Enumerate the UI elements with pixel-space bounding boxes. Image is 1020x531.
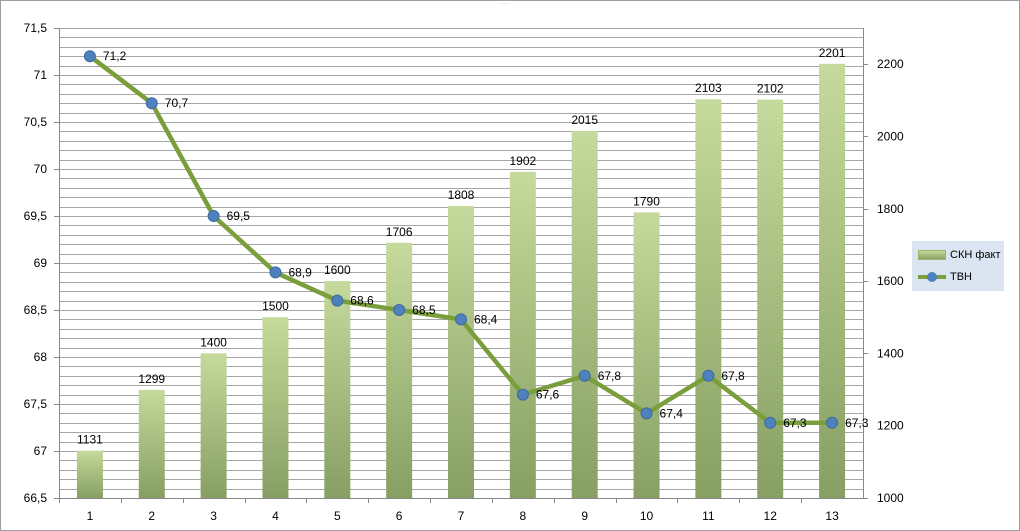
line-value-label: 67,3 <box>845 416 869 430</box>
right-tick-label: 1000 <box>877 491 904 505</box>
bar <box>138 389 165 498</box>
right-tick-label: 1800 <box>877 202 904 216</box>
legend-line-label: ТВН <box>950 271 972 283</box>
line-point <box>269 266 282 279</box>
line-value-label: 71,2 <box>103 49 127 63</box>
line-point <box>578 369 591 382</box>
line-series <box>83 50 839 429</box>
line-point <box>516 388 529 401</box>
line-value-label: 67,4 <box>660 406 684 420</box>
legend: СКН факт ТВН <box>912 241 1004 291</box>
bar-value-label: 1400 <box>200 335 227 349</box>
x-tick-label: 13 <box>825 509 839 523</box>
line-value-label: 68,9 <box>288 265 312 279</box>
bar-value-label: 1808 <box>448 188 475 202</box>
line-value-label: 70,7 <box>165 96 189 110</box>
x-tick-label: 5 <box>334 509 341 523</box>
bar-value-label: 1790 <box>633 194 660 208</box>
line-point <box>393 304 406 316</box>
x-tick-label: 2 <box>148 509 155 523</box>
bar <box>324 281 351 498</box>
x-tick-label: 4 <box>272 509 279 523</box>
legend-bar-label: СКН факт <box>950 249 1001 261</box>
left-tick-label: 71,5 <box>24 21 48 35</box>
bar <box>448 205 474 498</box>
bar <box>633 212 660 498</box>
line-point <box>640 407 653 420</box>
x-tick-label: 1 <box>87 509 94 523</box>
bar-value-label: 1500 <box>262 299 289 313</box>
legend-item-line: ТВН <box>918 267 972 287</box>
line-point <box>455 313 467 326</box>
right-tick-label: 1400 <box>877 346 904 360</box>
bar <box>819 63 846 499</box>
right-tick-label: 1200 <box>877 419 904 433</box>
line-point <box>331 294 344 307</box>
x-tick-label: 10 <box>640 509 654 523</box>
bar-value-label: 2201 <box>819 46 846 60</box>
right-tick-label: 2000 <box>877 129 904 143</box>
bar <box>262 317 289 498</box>
right-tick-label: 2200 <box>877 57 904 71</box>
line-point <box>207 210 220 222</box>
line-point <box>702 369 715 382</box>
line-point <box>83 50 96 63</box>
bar-value-label: 1131 <box>77 433 103 447</box>
bar <box>695 99 722 498</box>
bar <box>200 353 227 498</box>
line-value-label: 67,3 <box>783 416 807 430</box>
left-tick-label: 69 <box>34 256 48 270</box>
x-tick-label: 7 <box>458 509 465 523</box>
left-tick-label: 68,5 <box>24 303 48 317</box>
left-tick-label: 71 <box>34 68 48 82</box>
x-tick-label: 12 <box>764 509 778 523</box>
bar-value-label: 2102 <box>757 82 784 96</box>
bar-value-label: 1902 <box>509 154 536 168</box>
legend-line-swatch <box>918 272 946 282</box>
line-value-label: 68,6 <box>350 294 374 308</box>
left-tick-label: 68 <box>34 350 48 364</box>
line-value-label: 67,8 <box>598 369 622 383</box>
resize-grip-top[interactable]: ···· <box>501 1 509 7</box>
line-value-label: 67,6 <box>536 388 560 402</box>
x-tick-label: 9 <box>581 509 588 523</box>
bar-value-label: 1706 <box>386 225 413 239</box>
left-tick-label: 69,5 <box>24 209 48 223</box>
bar <box>76 450 103 498</box>
left-tick-label: 66,5 <box>24 491 48 505</box>
line-value-label: 68,5 <box>412 303 436 317</box>
bar-value-label: 2103 <box>695 81 722 95</box>
left-tick-label: 70 <box>34 162 48 176</box>
x-tick-label: 6 <box>396 509 403 523</box>
right-tick-label: 1600 <box>877 274 904 288</box>
x-tick-label: 11 <box>702 509 715 523</box>
data-labels: 1131 1299 1400 1500 1600 1706 1808 1902 2015 1790… <box>77 46 869 447</box>
bar <box>757 99 784 498</box>
bar-series <box>76 63 846 499</box>
bar-value-label: 2015 <box>571 113 598 127</box>
bar-value-label: 1600 <box>324 263 351 277</box>
line-point <box>764 416 777 429</box>
bar <box>571 131 598 499</box>
bar <box>386 242 413 498</box>
axes: 66,56767,56868,56969,57070,57171,5100012… <box>24 21 904 523</box>
line-point <box>145 97 158 110</box>
x-tick-label: 8 <box>520 509 527 523</box>
line-value-label: 68,4 <box>474 312 498 326</box>
line-point <box>826 416 839 429</box>
left-tick-label: 67 <box>34 444 48 458</box>
left-tick-label: 67,5 <box>24 397 48 411</box>
bar-value-label: 1299 <box>138 372 165 386</box>
left-tick-label: 70,5 <box>24 115 48 129</box>
bar <box>509 171 536 498</box>
line-value-label: 69,5 <box>227 209 251 223</box>
legend-item-bars: СКН факт <box>918 245 1001 265</box>
legend-bar-swatch <box>918 250 946 260</box>
x-tick-label: 3 <box>210 509 217 523</box>
line-value-label: 67,8 <box>721 369 745 383</box>
